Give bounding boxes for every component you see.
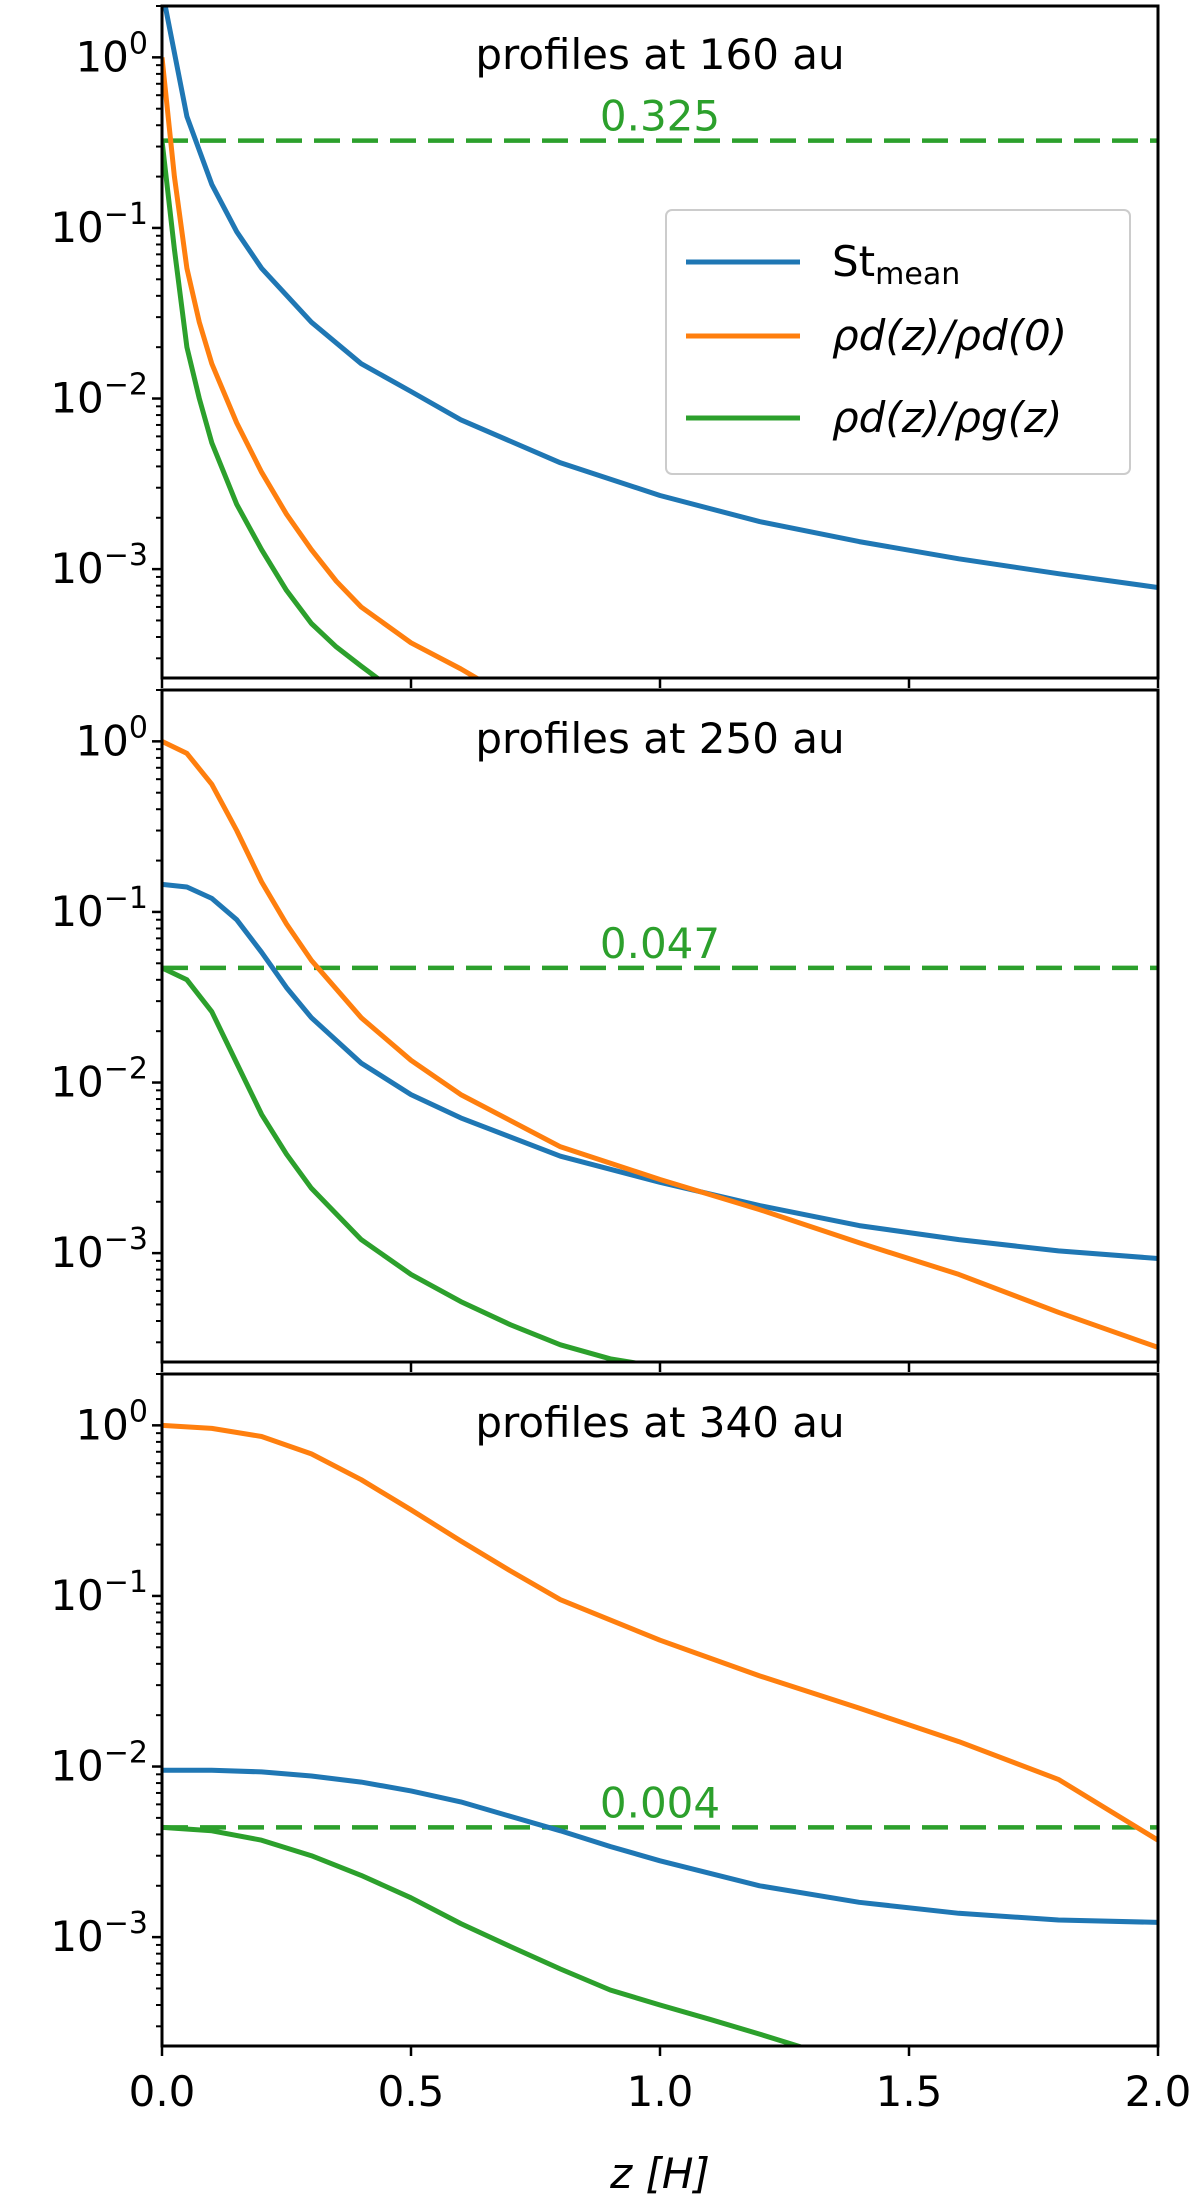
threshold-annotation: 0.325 <box>600 92 720 141</box>
series-line-St-mean <box>162 1767 1158 1925</box>
x-tick-label: 1.5 <box>876 2067 943 2116</box>
legend-label-rho-ratio: ρd(z)/ρg(z) <box>832 393 1062 442</box>
series-line-rho-d-norm <box>162 57 482 678</box>
x-tick-label: 2.0 <box>1125 2067 1192 2116</box>
legend-box <box>665 209 1131 475</box>
x-axis-label: z [H] <box>609 2149 710 2198</box>
series-line-St-mean <box>162 881 1158 1261</box>
threshold-annotation: 0.004 <box>600 1778 720 1827</box>
panel-title: profiles at 340 au <box>475 1398 844 1447</box>
series-line-rho-ratio <box>162 140 382 678</box>
legend-label-rho-d-norm: ρd(z)/ρd(0) <box>832 311 1067 360</box>
series-line-rho-ratio <box>162 965 645 1362</box>
panel-title: profiles at 160 au <box>475 30 844 79</box>
threshold-annotation: 0.047 <box>600 919 720 968</box>
x-tick-label: 1.0 <box>627 2067 694 2116</box>
series-line-rho-ratio <box>162 1824 807 2046</box>
series-line-rho-d-norm <box>162 739 1158 1350</box>
panel-title: profiles at 250 au <box>475 714 844 763</box>
series-line-rho-d-norm <box>162 1422 1158 1843</box>
series-line-St-mean <box>162 6 1158 590</box>
y-tick-label: 10−2 <box>50 368 148 423</box>
x-tick-label: 0.5 <box>378 2067 445 2116</box>
x-tick-label: 0.0 <box>129 2067 196 2116</box>
y-tick-label: 10−1 <box>50 881 148 936</box>
